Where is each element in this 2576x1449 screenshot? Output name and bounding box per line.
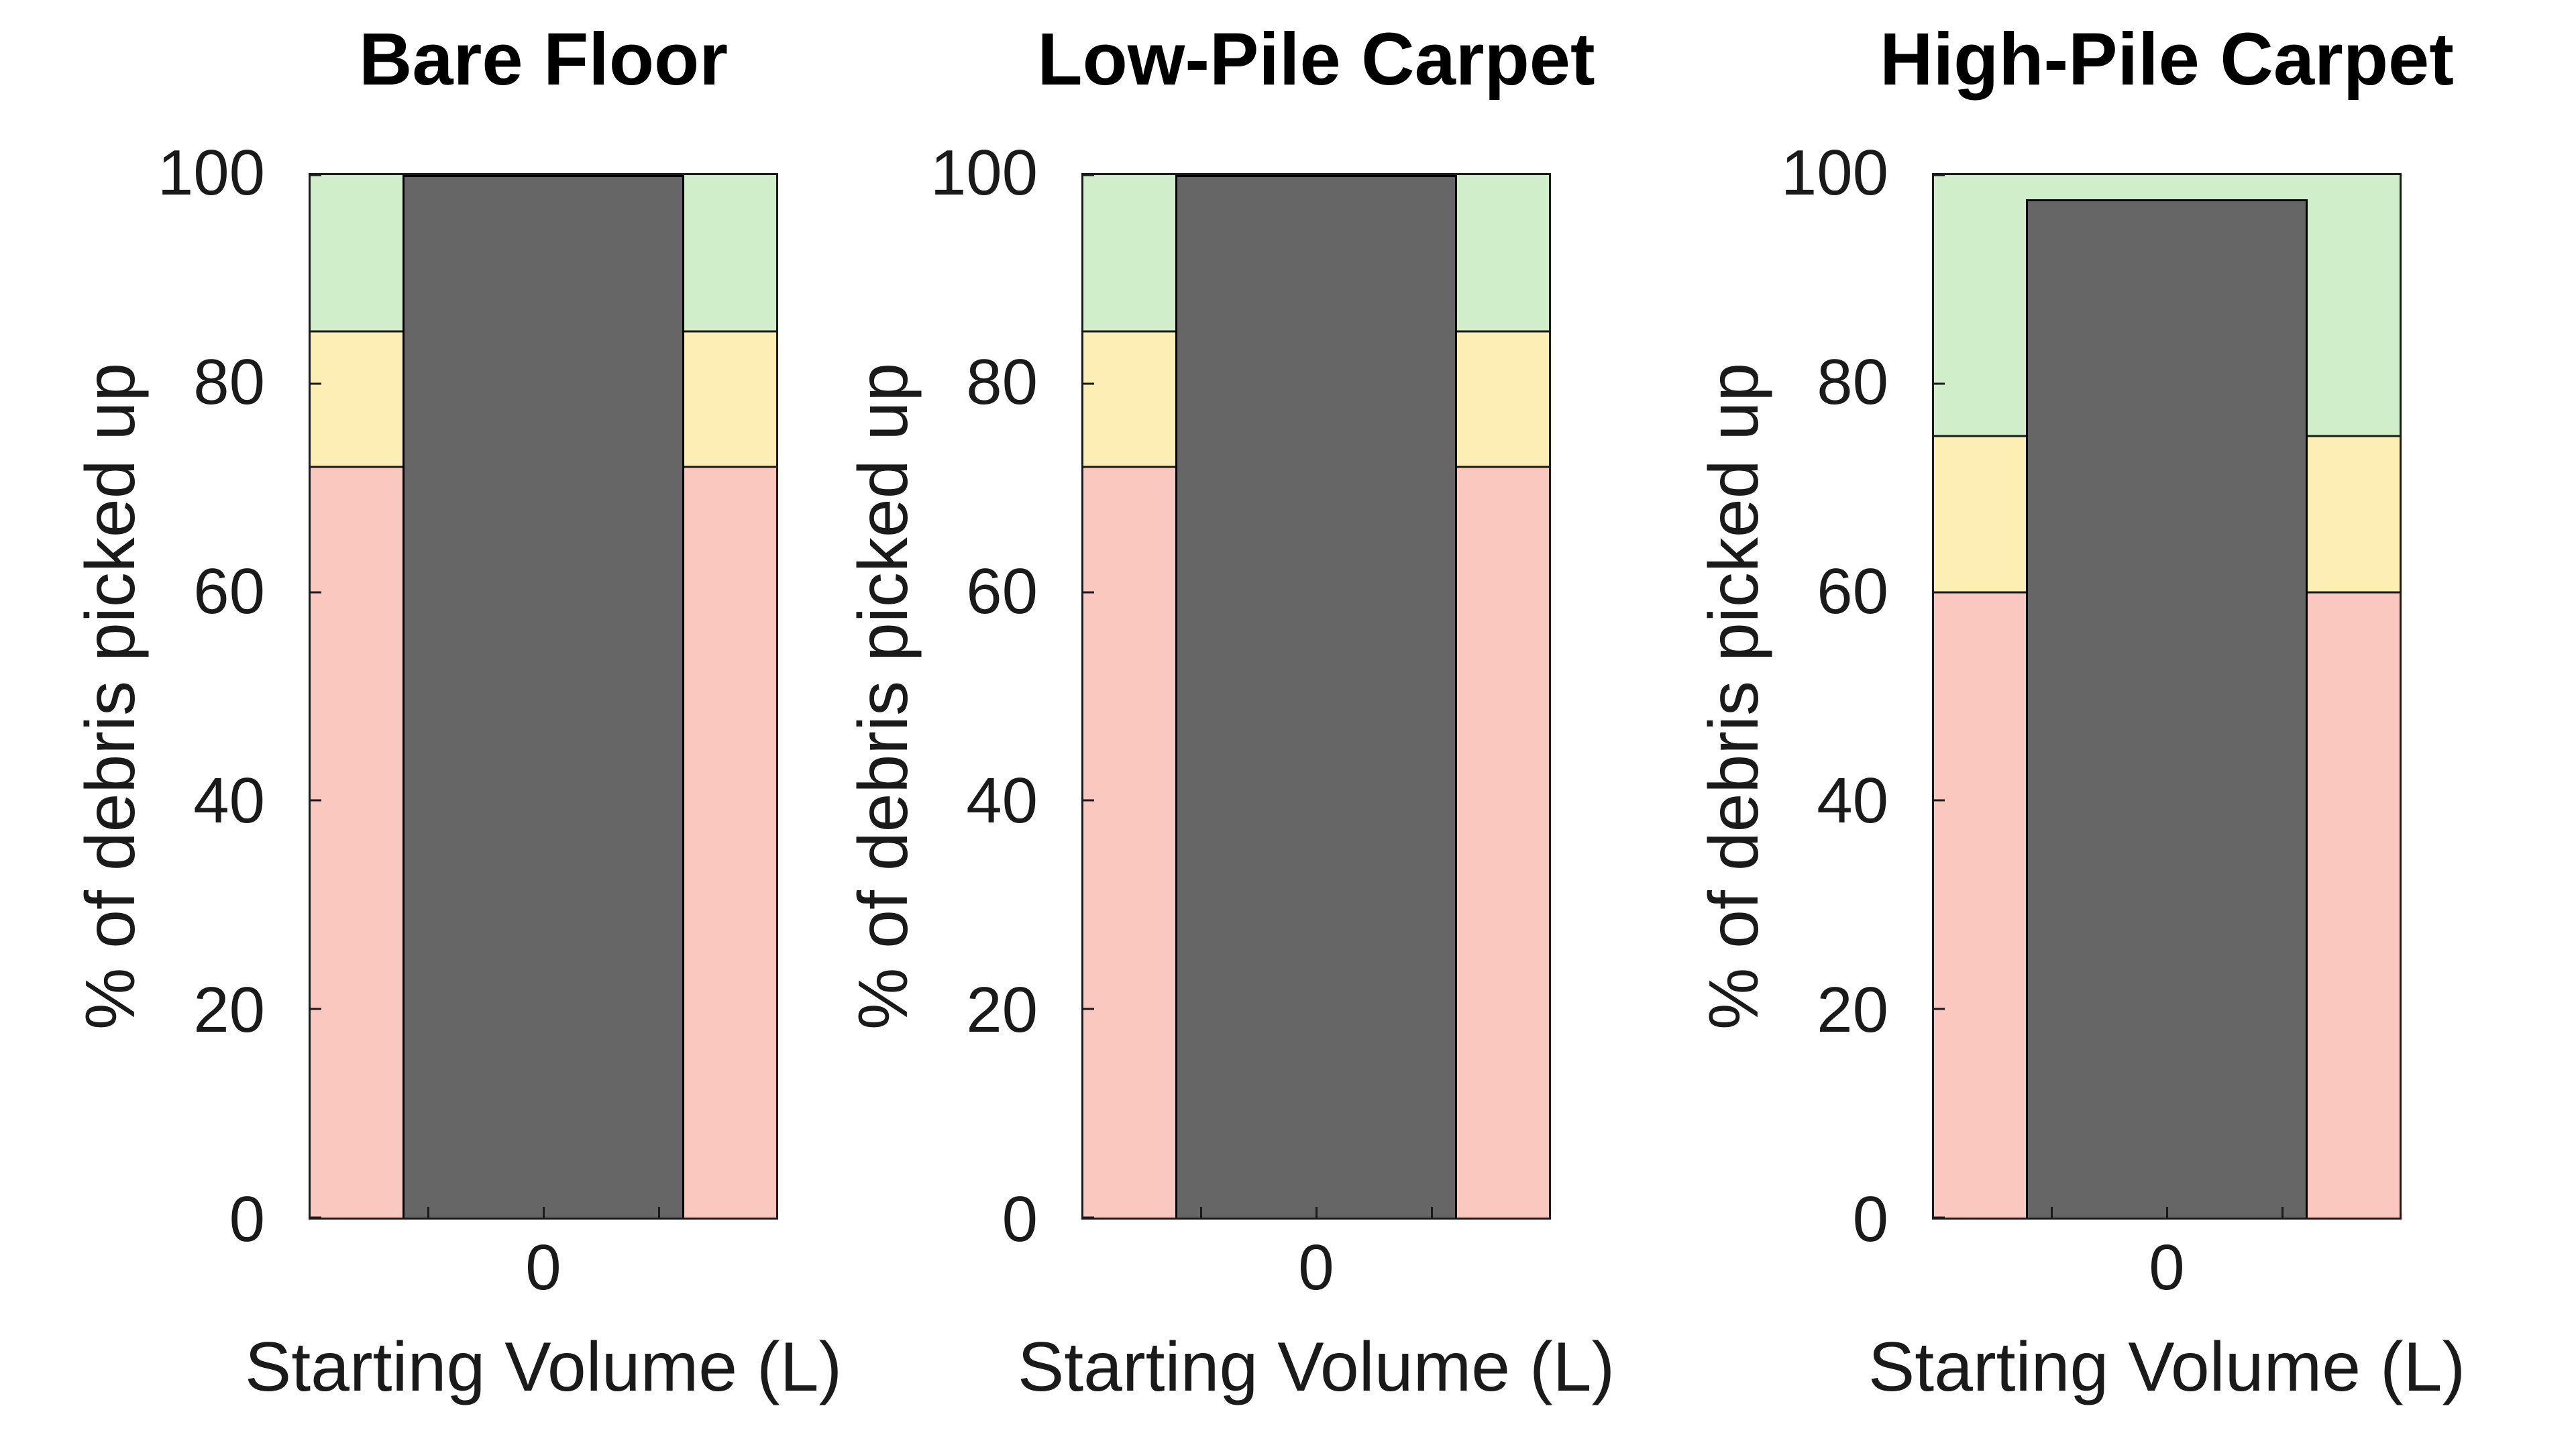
y-tick-mark (1934, 1008, 1945, 1010)
x-tick-marks (311, 175, 776, 1218)
y-tick-label: 80 (966, 346, 1038, 418)
y-tick-labels: 0 20 40 60 80 100 (64, 141, 265, 1252)
y-tick-labels: 0 20 40 60 80 100 (837, 141, 1038, 1252)
y-tick-mark (1083, 1008, 1094, 1010)
x-tick-mark (1199, 1207, 1202, 1218)
y-tick-label: 60 (1817, 555, 1888, 627)
y-tick-mark (1934, 591, 1945, 594)
x-tick-label: 0 (525, 1232, 561, 1303)
x-axis-label: Starting Volume (L) (1017, 1328, 1615, 1406)
y-tick-mark (311, 799, 321, 802)
y-tick-marks (1934, 174, 2400, 1219)
x-tick-label: 0 (2149, 1232, 2185, 1303)
x-tick-label: 0 (1298, 1232, 1334, 1303)
x-tick-mark (1315, 1207, 1318, 1218)
y-tick-mark (311, 1008, 321, 1010)
y-tick-label: 20 (193, 974, 265, 1046)
y-tick-labels: 0 20 40 60 80 100 (1687, 141, 1888, 1252)
y-tick-mark (1083, 174, 1094, 176)
debris-bar (2026, 199, 2308, 1218)
y-tick-label: 20 (966, 974, 1038, 1046)
y-tick-label: 100 (157, 137, 265, 209)
y-tick-mark (1083, 799, 1094, 802)
y-tick-label: 100 (930, 137, 1038, 209)
y-tick-label: 40 (193, 765, 265, 837)
plot-area (309, 173, 778, 1220)
y-tick-label: 80 (1817, 346, 1888, 418)
y-tick-mark (1934, 174, 1945, 176)
x-tick-mark (657, 1207, 660, 1218)
x-tick-mark (427, 1207, 429, 1218)
y-tick-mark (1083, 382, 1094, 385)
y-tick-mark (1083, 1216, 1094, 1219)
x-axis-label: Starting Volume (L) (1868, 1328, 2466, 1406)
y-tick-marks (1083, 174, 1549, 1219)
y-tick-marks (311, 174, 776, 1219)
x-tick-mark (2165, 1207, 2168, 1218)
x-tick-mark (2050, 1207, 2053, 1218)
y-tick-label: 60 (966, 555, 1038, 627)
plot-area (1081, 173, 1551, 1220)
x-tick-mark (542, 1207, 545, 1218)
y-tick-label: 20 (1817, 974, 1888, 1046)
y-tick-label: 40 (966, 765, 1038, 837)
y-tick-label: 80 (193, 346, 265, 418)
x-tick-marks (1083, 175, 1549, 1218)
x-tick-marks (1934, 175, 2400, 1218)
x-axis-label: Starting Volume (L) (244, 1328, 843, 1406)
debris-bar (1175, 175, 1457, 1218)
plot-area (1932, 173, 2402, 1220)
y-tick-label: 60 (193, 555, 265, 627)
y-tick-mark (1934, 1216, 1945, 1219)
y-tick-mark (311, 1216, 321, 1219)
y-tick-label: 0 (1852, 1183, 1888, 1255)
y-tick-mark (1083, 591, 1094, 594)
y-tick-mark (311, 591, 321, 594)
subplot-title: Low-Pile Carpet (1037, 18, 1595, 101)
y-tick-mark (311, 382, 321, 385)
subplot-title: Bare Floor (358, 18, 729, 101)
debris-bar (402, 175, 684, 1218)
y-tick-label: 0 (229, 1183, 265, 1255)
y-tick-label: 40 (1817, 765, 1888, 837)
y-tick-label: 0 (1002, 1183, 1038, 1255)
x-tick-mark (2281, 1207, 2284, 1218)
subplot-title: High-Pile Carpet (1880, 18, 2454, 101)
y-tick-mark (1934, 799, 1945, 802)
y-tick-mark (1934, 382, 1945, 385)
y-tick-label: 100 (1780, 137, 1888, 209)
x-tick-mark (1430, 1207, 1433, 1218)
y-tick-mark (311, 174, 321, 176)
